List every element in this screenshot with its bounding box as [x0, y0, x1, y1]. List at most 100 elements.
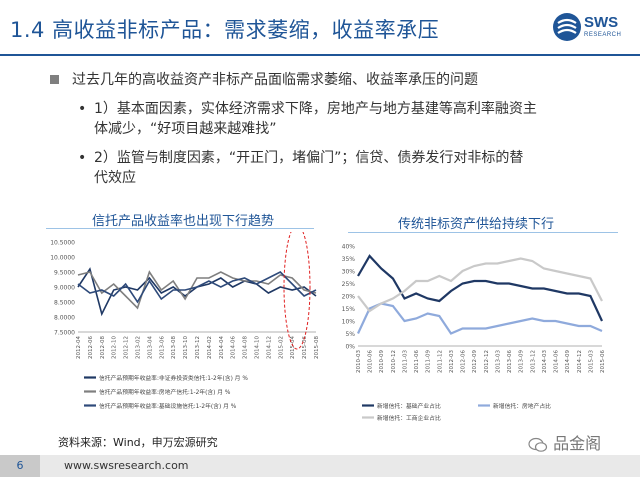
x-tick-label: 2014-06: [554, 350, 560, 373]
x-tick-label: 2014-06: [231, 336, 237, 359]
x-tick-label: 2013-09: [519, 350, 525, 373]
bullet-list: 过去几年的高收益资产非标产品面临需求萎缩、收益率承压的问题 • 1）基本面因素，…: [50, 70, 610, 188]
x-tick-label: 2013-03: [495, 350, 501, 373]
legend-label: 信托产品预期年收益率:非证券投资类信托:1-2年(含) 月 %: [99, 374, 248, 382]
x-tick-label: 2013-06: [159, 336, 165, 359]
sws-logo: SWS RESEARCH: [552, 12, 632, 46]
legend-label: 信托产品预期年收益率:基础设施信托:1-2年(含) 月 %: [99, 402, 237, 410]
x-tick-label: 2015-06: [302, 336, 308, 359]
y-tick-label: 40%: [342, 244, 356, 251]
x-tick-label: 2011-03: [402, 350, 408, 373]
y-tick-label: 10.0000: [50, 255, 75, 262]
x-tick-label: 2015-04: [290, 336, 296, 359]
chart-2-title: 传统非标资产供给持续下行: [398, 217, 555, 232]
square-bullet-icon: [50, 75, 59, 84]
dot-bullet-icon: •: [78, 101, 87, 117]
x-tick-label: 2012-08: [100, 336, 106, 359]
x-tick-label: 2012-03: [449, 350, 455, 373]
x-tick-label: 2010-12: [391, 350, 397, 373]
legend-label: 信托产品预期年收益率:房地产信托:1-2年(含) 月 %: [99, 388, 231, 396]
x-tick-label: 2014-12: [577, 350, 583, 373]
x-tick-label: 2014-08: [243, 336, 249, 359]
bullet-main: 过去几年的高收益资产非标产品面临需求萎缩、收益率承压的问题: [50, 70, 610, 90]
x-tick-label: 2011-06: [414, 350, 420, 373]
y-tick-label: 15%: [342, 306, 356, 313]
x-tick-label: 2015-06: [600, 350, 606, 373]
trust-yield-chart: 10.5000 10.0000 9.5000 9.0000 8.5000 8.0000 7.…: [50, 232, 320, 410]
series-line-1: [357, 302, 603, 335]
x-tick-label: 2012-12: [124, 336, 130, 359]
x-tick-label: 2014-09: [565, 350, 571, 373]
x-tick-label: 2014-02: [207, 336, 213, 359]
x-tick-label: 2011-12: [437, 350, 443, 373]
x-tick-label: 2012-09: [472, 350, 478, 373]
x-tick-label: 2015-08: [314, 336, 320, 359]
x-tick-label: 2013-12: [195, 336, 201, 359]
x-tick-label: 2012-06: [88, 336, 94, 359]
bullet-sub-2: • 2）监管与制度因素，“开正门，堵偏门”；信贷、债券发行对非标的替 代效应: [50, 148, 610, 188]
y-tick-label: 0%: [345, 344, 355, 351]
source-note: 资料来源：Wind，申万宏源研究: [58, 436, 218, 449]
bullet-sub-1-line-2: 体减少，“好项目越来越难找”: [94, 121, 277, 137]
x-tick-label: 2013-12: [530, 350, 536, 373]
y-tick-label: 10.5000: [50, 240, 75, 247]
x-tick-label: 2015-02: [278, 336, 284, 359]
legend-label: 新增信托：房地产占比: [493, 402, 551, 410]
x-tick-label: 2011-09: [426, 350, 432, 373]
x-tick-label: 2012-06: [461, 350, 467, 373]
x-tick-label: 2014-10: [255, 336, 261, 359]
dot-bullet-icon: •: [78, 150, 87, 166]
highlight-ellipse: [283, 232, 311, 350]
x-tick-label: 2012-04: [76, 336, 82, 359]
watermark: 品金阁: [528, 430, 638, 454]
series-line-2: [357, 257, 603, 313]
x-tick-label: 2010-09: [379, 350, 385, 373]
x-tick-label: 2014-04: [219, 336, 225, 359]
x-tick-label: 2010-06: [368, 350, 374, 373]
x-tick-label: 2014-12: [266, 336, 272, 359]
y-tick-label: 8.5000: [54, 300, 75, 307]
footer-link[interactable]: www.swsresearch.com: [64, 459, 189, 472]
y-tick-label: 7.5000: [54, 330, 75, 337]
y-tick-label: 10%: [342, 319, 356, 326]
sws-logo-icon: [553, 13, 581, 41]
page-title: 1.4 高收益非标产品：需求萎缩，收益率承压: [10, 18, 440, 42]
chart-1-title: 信托产品收益率也出现下行趋势: [92, 214, 275, 229]
x-tick-label: 2012-12: [484, 350, 490, 373]
series-line-2: [77, 271, 317, 304]
legend-label: 新增信托：基础产业占比: [377, 402, 441, 410]
y-tick-label: 25%: [342, 281, 356, 288]
x-tick-label: 2013-02: [136, 336, 142, 359]
y-tick-label: 9.0000: [54, 285, 75, 292]
bullet-sub-1: • 1）基本面因素，实体经济需求下降，房地产与地方基建等高利率融资主 体减少，“…: [50, 99, 610, 139]
title-divider: [0, 54, 640, 56]
wechat-icon: [528, 437, 548, 452]
y-tick-label: 30%: [342, 269, 356, 276]
chart-1-rule: [46, 228, 314, 229]
y-tick-label: 20%: [342, 294, 356, 301]
x-tick-label: 2013-06: [507, 350, 513, 373]
y-tick-label: 9.5000: [54, 270, 75, 277]
bullet-main-text: 过去几年的高收益资产非标产品面临需求萎缩、收益率承压的问题: [72, 72, 478, 88]
x-tick-label: 2010-03: [356, 350, 362, 373]
x-tick-label: 2014-03: [542, 350, 548, 373]
chart-2-rule: [348, 232, 618, 233]
y-tick-label: 35%: [342, 256, 356, 263]
header: 1.4 高收益非标产品：需求萎缩，收益率承压 SWS RESEARCH: [0, 0, 640, 56]
bullet-sub-2-line-1: 2）监管与制度因素，“开正门，堵偏门”；信贷、债券发行对非标的替: [94, 150, 524, 166]
series-line-0: [357, 254, 603, 322]
nonstandard-supply-chart: 40% 35% 30% 25% 20% 15% 10% 5% 0%2010-03 2010-06 2…: [342, 244, 606, 423]
x-tick-label: 2012-10: [112, 336, 118, 359]
y-tick-label: 5%: [345, 331, 355, 338]
watermark-text: 品金阁: [553, 434, 602, 453]
y-tick-label: 8.0000: [54, 315, 75, 322]
x-tick-label: 2015-03: [588, 350, 594, 373]
legend-label: 新增信托：工商企业占比: [377, 414, 441, 422]
x-tick-label: 2013-10: [183, 336, 189, 359]
series-line-1: [77, 270, 317, 310]
page-number: 6: [0, 455, 40, 477]
footer: 6 www.swsresearch.com: [0, 455, 640, 477]
logo-text: SWS: [584, 14, 619, 31]
logo-subtext: RESEARCH: [584, 32, 622, 38]
bullet-sub-1-line-1: 1）基本面因素，实体经济需求下降，房地产与地方基建等高利率融资主: [94, 101, 537, 117]
